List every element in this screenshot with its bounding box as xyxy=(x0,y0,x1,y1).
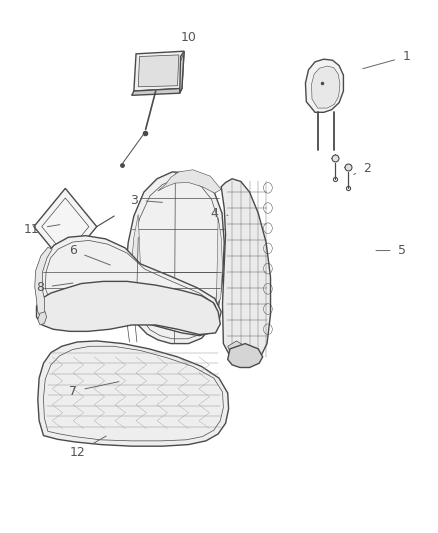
Polygon shape xyxy=(311,66,340,108)
Polygon shape xyxy=(38,341,229,446)
Text: 8: 8 xyxy=(36,281,73,294)
Text: 5: 5 xyxy=(376,244,406,257)
Polygon shape xyxy=(40,236,221,336)
Polygon shape xyxy=(35,247,52,321)
Polygon shape xyxy=(180,51,184,93)
Text: 12: 12 xyxy=(69,436,106,459)
Polygon shape xyxy=(158,169,221,193)
Polygon shape xyxy=(228,341,245,354)
Polygon shape xyxy=(127,214,143,316)
Polygon shape xyxy=(221,179,271,364)
Polygon shape xyxy=(132,88,182,95)
Polygon shape xyxy=(125,172,224,344)
Text: 7: 7 xyxy=(69,382,119,398)
Polygon shape xyxy=(138,55,179,87)
Text: 1: 1 xyxy=(363,50,411,69)
Polygon shape xyxy=(305,59,343,112)
Polygon shape xyxy=(216,217,223,305)
Text: 4: 4 xyxy=(211,207,228,220)
Polygon shape xyxy=(134,51,184,91)
Text: 10: 10 xyxy=(180,31,196,61)
Text: 6: 6 xyxy=(69,244,110,265)
Text: 2: 2 xyxy=(354,161,371,175)
Polygon shape xyxy=(38,312,46,325)
Polygon shape xyxy=(34,188,97,265)
Polygon shape xyxy=(228,344,263,368)
Polygon shape xyxy=(36,281,220,335)
Text: 3: 3 xyxy=(130,193,162,207)
Text: 11: 11 xyxy=(23,223,60,236)
